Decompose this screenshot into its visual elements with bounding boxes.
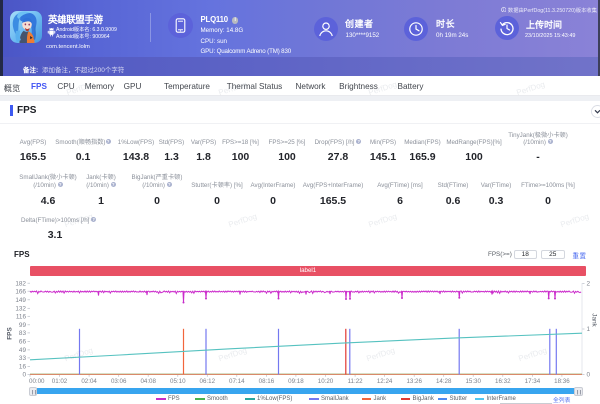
svg-text:116: 116 — [16, 313, 27, 320]
svg-text:1: 1 — [587, 326, 591, 333]
svg-text:14:28: 14:28 — [436, 378, 452, 385]
svg-text:149: 149 — [15, 297, 26, 304]
svg-text:83: 83 — [19, 330, 27, 337]
svg-text:Jank: Jank — [591, 313, 598, 327]
svg-text:2: 2 — [587, 281, 591, 288]
svg-text:0: 0 — [22, 372, 26, 379]
svg-text:03:06: 03:06 — [111, 378, 127, 385]
svg-text:182: 182 — [15, 280, 26, 287]
svg-text:49: 49 — [19, 347, 27, 354]
svg-text:17:34: 17:34 — [525, 378, 541, 385]
svg-text:08:16: 08:16 — [259, 378, 275, 385]
svg-text:06:12: 06:12 — [200, 378, 216, 385]
svg-text:166: 166 — [15, 288, 26, 295]
svg-text:09:18: 09:18 — [288, 378, 304, 385]
svg-text:16:32: 16:32 — [495, 378, 511, 385]
svg-text:07:14: 07:14 — [229, 378, 245, 385]
svg-text:99: 99 — [19, 322, 27, 329]
svg-text:132: 132 — [15, 305, 26, 312]
svg-text:18:36: 18:36 — [554, 378, 570, 385]
svg-text:FPS: FPS — [7, 327, 14, 340]
svg-text:16: 16 — [19, 364, 27, 371]
svg-text:05:10: 05:10 — [170, 378, 186, 385]
svg-text:00:00: 00:00 — [29, 378, 45, 385]
svg-text:15:30: 15:30 — [465, 378, 481, 385]
svg-text:33: 33 — [19, 355, 27, 362]
svg-text:11:22: 11:22 — [348, 378, 364, 385]
svg-text:01:02: 01:02 — [52, 378, 68, 385]
svg-text:13:26: 13:26 — [406, 378, 422, 385]
svg-text:12:24: 12:24 — [377, 378, 393, 385]
svg-text:04:08: 04:08 — [140, 378, 156, 385]
svg-text:66: 66 — [19, 339, 27, 346]
svg-text:02:04: 02:04 — [81, 378, 97, 385]
svg-text:10:20: 10:20 — [318, 378, 334, 385]
svg-text:0: 0 — [587, 372, 591, 379]
